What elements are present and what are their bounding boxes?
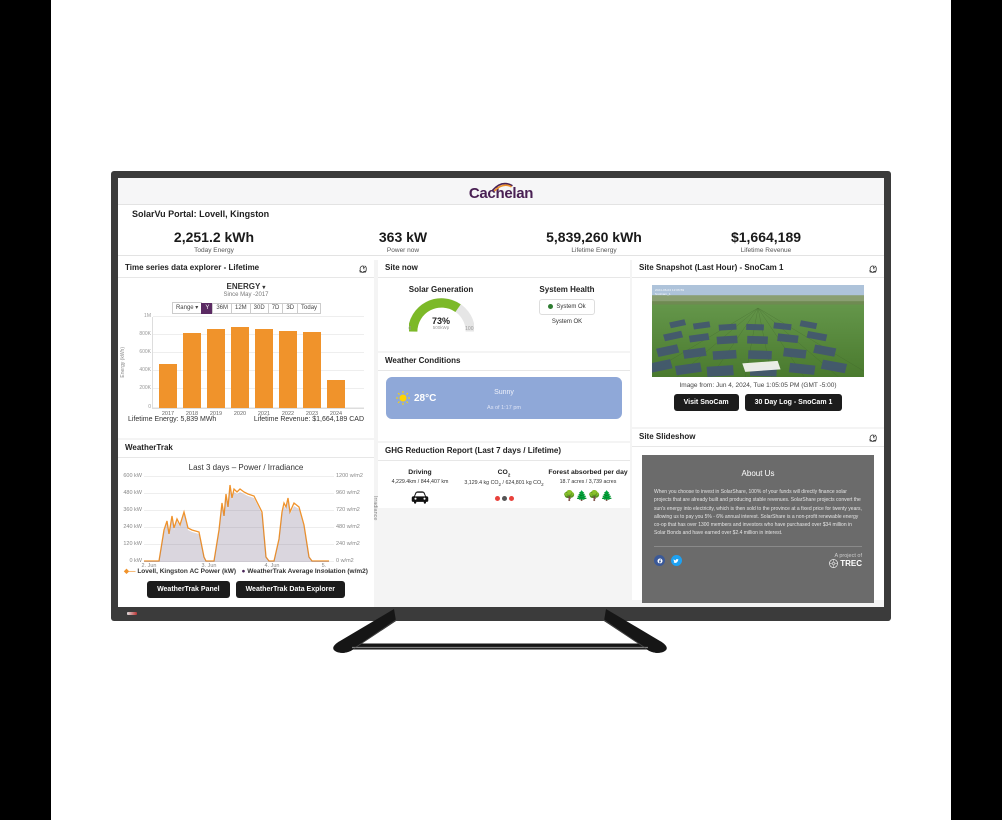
svg-text:SnoCam_1: SnoCam_1 [655, 292, 671, 296]
